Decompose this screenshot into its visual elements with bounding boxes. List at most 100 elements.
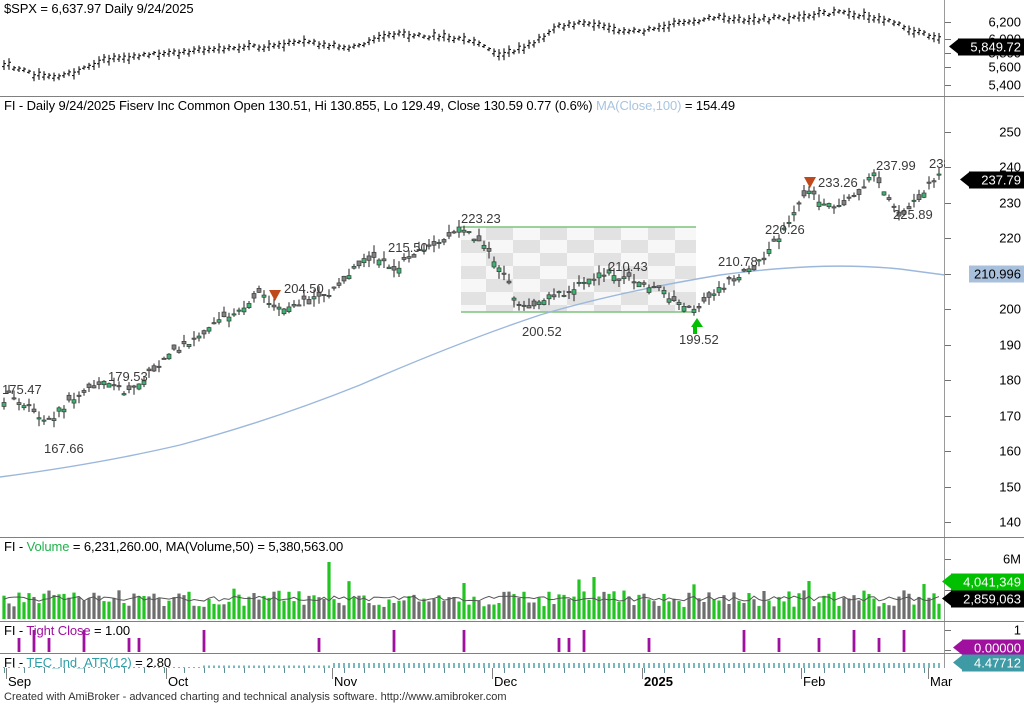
index-last-value-badge: 5,849.72 [949, 38, 1024, 56]
price-annotation-10: 220.26 [765, 222, 805, 237]
index-panel[interactable]: $SPX = 6,637.97 Daily 9/24/2025 6,200 6,… [0, 0, 1024, 96]
x-axis-minor-tick [344, 668, 345, 673]
x-axis-minor-tick [44, 668, 45, 673]
x-axis-minor-tick [464, 668, 465, 673]
x-axis-label-4: 2025 [644, 674, 673, 689]
ma-100-line [0, 265, 945, 478]
x-axis-minor-tick [404, 668, 405, 673]
price-panel-title: FI - Daily 9/24/2025 Fiserv Inc Common O… [4, 98, 735, 113]
price-axis[interactable]: 250240230220210200190180170160150140 237… [944, 97, 1024, 538]
price-panel[interactable]: FI - Daily 9/24/2025 Fiserv Inc Common O… [0, 96, 1024, 538]
volume-last-value-badge: 4,041,349 [942, 573, 1024, 591]
volume-plot[interactable]: FI - Volume = 6,231,260.00, MA(Volume,50… [0, 538, 945, 622]
volume-panel[interactable]: FI - Volume = 6,231,260.00, MA(Volume,50… [0, 537, 1024, 622]
x-axis-minor-tick [564, 668, 565, 673]
price-title-ma-label: MA(Close,100) [595, 98, 682, 113]
price-ma-value-badge: 210.996 [969, 265, 1024, 283]
x-axis-minor-tick [424, 668, 425, 673]
volume-title-suffix: = 6,231,260.00, MA(Volume,50) = 5,380,56… [69, 539, 344, 554]
x-axis-minor-tick [784, 668, 785, 673]
atr-panel-title: FI - TEC_Ind_ATR(12) = 2.80 [4, 655, 171, 669]
x-axis-minor-tick [904, 668, 905, 673]
price-chart-svg[interactable] [0, 97, 945, 538]
tight-close-panel[interactable]: FI - Tight Close = 1.00 1 0.00000 [0, 621, 1024, 657]
price-axis-label-1: 240 [999, 159, 1021, 175]
x-axis-minor-tick [24, 668, 25, 673]
x-axis-minor-tick [444, 668, 445, 673]
atr-axis[interactable]: 4.47712 [944, 654, 1024, 672]
x-axis-minor-tick [884, 668, 885, 673]
x-axis-label-1: Oct [168, 674, 189, 689]
volume-panel-title: FI - Volume = 6,231,260.00, MA(Volume,50… [4, 539, 343, 554]
price-annotation-1: 167.66 [44, 441, 84, 456]
x-axis-minor-tick [644, 668, 645, 673]
x-axis-minor-tick [724, 668, 725, 673]
tight-close-axis[interactable]: 1 0.00000 [944, 622, 1024, 657]
atr-title-label: TEC_Ind_ATR(12) [26, 655, 132, 669]
price-axis-label-6: 190 [999, 337, 1021, 353]
x-axis-major-tick [928, 668, 929, 679]
price-axis-label-5: 200 [999, 301, 1021, 317]
x-axis-minor-tick [764, 668, 765, 673]
volume-title-prefix: FI - [4, 539, 27, 554]
index-axis-label-4: 5,400 [988, 77, 1021, 93]
index-axis[interactable]: 6,200 6,000 5,800 5,600 5,400 5,849.72 [944, 0, 1024, 96]
x-axis-minor-tick [4, 668, 5, 673]
x-axis[interactable]: Sep Oct Nov Dec 2025 Feb Mar [0, 668, 952, 690]
price-axis-tick [945, 415, 951, 417]
price-axis-label-11: 140 [999, 514, 1021, 530]
price-axis-tick [945, 202, 951, 204]
price-axis-label-9: 160 [999, 443, 1021, 459]
x-axis-minor-tick [484, 668, 485, 673]
tight-close-title-prefix: FI - [4, 623, 27, 638]
x-axis-minor-tick [104, 668, 105, 673]
price-axis-label-3: 220 [999, 230, 1021, 246]
index-axis-label-3: 5,600 [988, 59, 1021, 75]
index-panel-title: $SPX = 6,637.97 Daily 9/24/2025 [4, 1, 194, 16]
x-axis-minor-tick [624, 668, 625, 673]
x-axis-minor-tick [204, 668, 205, 673]
price-axis-tick [945, 486, 951, 488]
price-annotation-9: 210.78 [718, 254, 758, 269]
price-axis-tick [945, 522, 951, 523]
x-axis-minor-tick [144, 668, 145, 673]
x-axis-minor-tick [744, 668, 745, 673]
price-annotation-4: 215.50 [388, 240, 428, 255]
tight-close-title-label: Tight Close [26, 623, 91, 638]
x-axis-minor-tick [684, 668, 685, 673]
volume-bars-svg [2, 562, 941, 619]
price-axis-tick [945, 238, 951, 240]
price-annotation-7: 210.43 [608, 259, 648, 274]
x-axis-minor-tick [164, 668, 165, 673]
x-axis-minor-tick [284, 668, 285, 673]
price-annotation-0: 175.47 [2, 382, 42, 397]
tight-close-panel-title: FI - Tight Close = 1.00 [4, 623, 130, 638]
atr-panel[interactable]: FI - TEC_Ind_ATR(12) = 2.80 4.47712 [0, 653, 1024, 672]
price-title-ma-value: = 154.49 [681, 98, 736, 113]
x-axis-minor-tick [864, 668, 865, 673]
volume-axis[interactable]: 6M 4,041,349 2,859,063 [942, 538, 1024, 622]
x-axis-label-3: Dec [494, 674, 518, 689]
atr-plot[interactable]: FI - TEC_Ind_ATR(12) = 2.80 [0, 654, 945, 669]
price-axis-label-10: 150 [999, 479, 1021, 495]
price-axis-tick [945, 380, 951, 382]
x-axis-minor-tick [384, 668, 385, 673]
tight-close-title-suffix: = 1.00 [90, 623, 130, 638]
x-axis-label-6: Mar [930, 674, 953, 689]
x-axis-minor-tick [924, 668, 925, 673]
candlestick-series [1, 168, 942, 428]
price-axis-label-8: 170 [999, 408, 1021, 424]
index-plot[interactable]: $SPX = 6,637.97 Daily 9/24/2025 [0, 0, 945, 96]
tight-close-bars-svg [17, 630, 906, 652]
price-title-prefix: FI - Daily 9/24/2025 Fiserv Inc Common O… [4, 98, 596, 113]
x-axis-minor-tick [664, 668, 665, 673]
x-axis-major-tick [332, 668, 333, 679]
x-axis-minor-tick [604, 668, 605, 673]
price-axis-tick [945, 132, 951, 133]
tight-close-plot[interactable]: FI - Tight Close = 1.00 [0, 622, 945, 654]
price-annotation-8: 199.52 [679, 332, 719, 347]
x-axis-minor-tick [504, 668, 505, 673]
price-plot[interactable]: FI - Daily 9/24/2025 Fiserv Inc Common O… [0, 97, 945, 538]
x-axis-major-tick [642, 668, 643, 679]
